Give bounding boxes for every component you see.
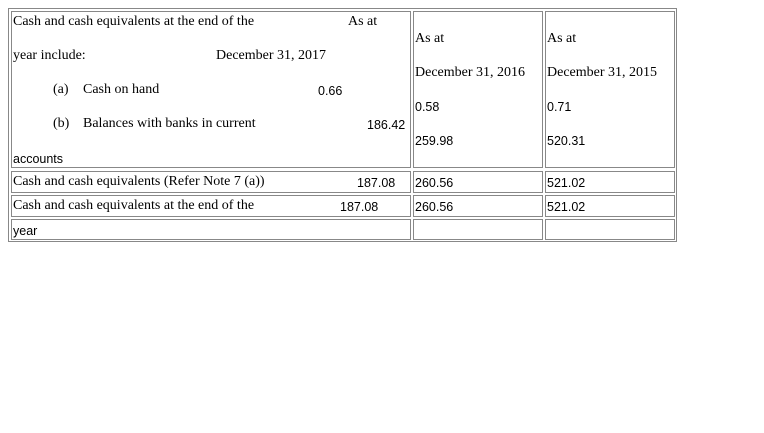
date-2015: December 31, 2015 <box>547 65 658 80</box>
item-b-2015: 520.31 <box>547 134 586 148</box>
as-at-2015: As at <box>547 31 577 46</box>
row1-2015-cell <box>545 171 675 193</box>
header-line2: year include: <box>13 48 86 63</box>
item-b-2016: 259.98 <box>415 134 454 148</box>
item-a-2015: 0.71 <box>547 100 572 114</box>
row3-2015-cell <box>545 219 675 240</box>
row1-label-cell <box>11 171 411 193</box>
date-2016: December 31, 2016 <box>415 65 526 80</box>
item-a-label: (a) <box>53 82 69 97</box>
row2-label-cell <box>11 195 411 217</box>
as-at-2017: As at <box>348 14 378 29</box>
row2-label: Cash and cash equivalents at the end of … <box>13 198 255 213</box>
item-b-label: (b) <box>53 116 70 131</box>
row3-2016-cell <box>413 219 543 240</box>
row2-label-cont: year <box>13 224 38 238</box>
header-cell-2015 <box>545 11 675 168</box>
row2-2016-cell <box>413 195 543 217</box>
row2-2017: 187.08 <box>340 200 379 214</box>
row3-label-cell <box>11 219 411 240</box>
item-a-text: Cash on hand <box>83 82 160 97</box>
item-b-2017: 186.42 <box>367 118 406 132</box>
item-b-text: Balances with banks in current <box>83 116 256 131</box>
item-b-text-cont: accounts <box>13 152 64 166</box>
row2-2016: 260.56 <box>415 200 454 214</box>
row2-2015-cell <box>545 195 675 217</box>
row1-2017: 187.08 <box>357 176 396 190</box>
item-a-2017: 0.66 <box>318 84 343 98</box>
header-line1: Cash and cash equivalents at the end of … <box>13 14 255 29</box>
header-cell-main <box>11 11 411 168</box>
date-2017: December 31, 2017 <box>216 48 327 63</box>
header-cell-2016 <box>413 11 543 168</box>
row1-2015: 521.02 <box>547 176 586 190</box>
as-at-2016: As at <box>415 31 445 46</box>
cash-equivalents-table: Cash and cash equivalents at the end of … <box>8 8 677 242</box>
row1-2016: 260.56 <box>415 176 454 190</box>
row2-2015: 521.02 <box>547 200 586 214</box>
row1-label: Cash and cash equivalents (Refer Note 7 … <box>13 174 265 189</box>
row1-2016-cell <box>413 171 543 193</box>
item-a-2016: 0.58 <box>415 100 440 114</box>
